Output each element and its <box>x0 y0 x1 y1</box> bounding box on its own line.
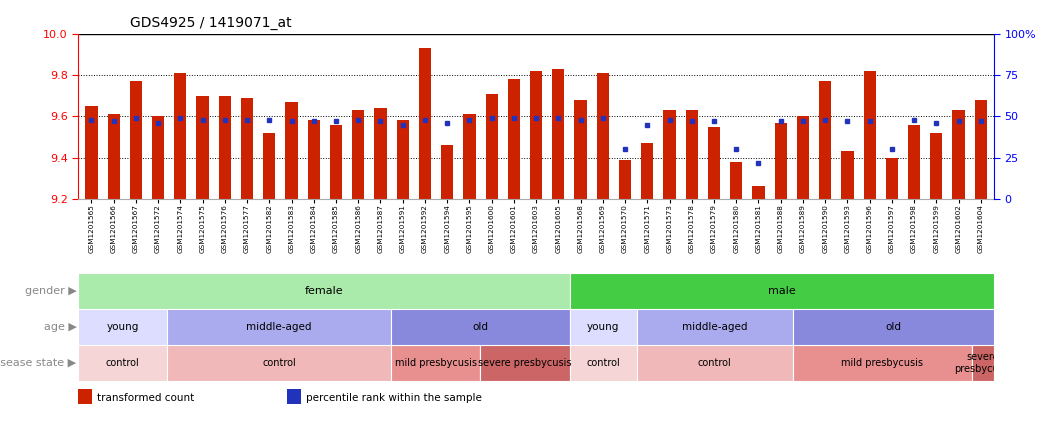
Bar <box>219 96 231 199</box>
Bar <box>864 71 875 199</box>
Text: disease state ▶: disease state ▶ <box>0 358 77 368</box>
Bar <box>569 309 637 345</box>
Text: male: male <box>768 286 795 296</box>
Bar <box>287 389 301 404</box>
Text: female: female <box>305 286 344 296</box>
Bar <box>819 81 832 199</box>
Bar <box>753 187 764 199</box>
Bar <box>619 159 631 199</box>
Bar <box>886 157 898 199</box>
Bar <box>352 110 364 199</box>
Bar <box>330 124 342 199</box>
Bar <box>637 309 793 345</box>
Text: severe presbycusis: severe presbycusis <box>478 358 572 368</box>
Text: GDS4925 / 1419071_at: GDS4925 / 1419071_at <box>130 16 291 30</box>
Bar <box>463 114 476 199</box>
Bar <box>530 71 542 199</box>
Bar <box>441 145 453 199</box>
Bar <box>418 48 431 199</box>
Bar <box>552 69 564 199</box>
Bar <box>390 345 480 381</box>
Text: control: control <box>697 358 732 368</box>
Bar <box>263 133 276 199</box>
Bar <box>730 162 742 199</box>
Bar <box>485 93 498 199</box>
Bar <box>168 309 390 345</box>
Bar <box>375 108 386 199</box>
Text: young: young <box>587 322 619 332</box>
Bar <box>641 143 654 199</box>
Bar <box>168 345 390 381</box>
Bar <box>480 345 569 381</box>
Bar <box>908 124 920 199</box>
Text: old: old <box>886 322 902 332</box>
Bar <box>85 106 98 199</box>
Bar <box>596 73 609 199</box>
Bar <box>78 389 92 404</box>
Bar <box>152 116 164 199</box>
Bar <box>663 110 676 199</box>
Bar <box>569 345 637 381</box>
Text: control: control <box>262 358 296 368</box>
Bar <box>974 100 987 199</box>
Bar <box>775 123 787 199</box>
Bar <box>637 345 793 381</box>
Bar <box>390 309 569 345</box>
Text: mild presbycusis: mild presbycusis <box>841 358 923 368</box>
Bar <box>708 126 720 199</box>
Bar <box>285 102 298 199</box>
Bar <box>953 110 965 199</box>
Text: mild presbycusis: mild presbycusis <box>395 358 477 368</box>
Bar <box>931 133 942 199</box>
Text: control: control <box>106 358 139 368</box>
Bar <box>308 121 320 199</box>
Bar <box>508 79 520 199</box>
Bar <box>569 273 994 309</box>
Bar <box>972 345 994 381</box>
Bar <box>686 110 697 199</box>
Bar <box>575 100 587 199</box>
Text: middle-aged: middle-aged <box>682 322 747 332</box>
Text: transformed count: transformed count <box>97 393 195 403</box>
Bar <box>107 114 120 199</box>
Bar <box>397 121 409 199</box>
Bar <box>240 98 253 199</box>
Bar <box>78 309 168 345</box>
Bar <box>793 345 972 381</box>
Text: percentile rank within the sample: percentile rank within the sample <box>306 393 482 403</box>
Bar <box>130 81 142 199</box>
Text: young: young <box>106 322 138 332</box>
Bar <box>174 73 186 199</box>
Bar <box>197 96 208 199</box>
Text: middle-aged: middle-aged <box>247 322 312 332</box>
Bar <box>796 116 809 199</box>
Bar <box>78 273 569 309</box>
Text: gender ▶: gender ▶ <box>25 286 77 296</box>
Bar <box>78 345 168 381</box>
Bar <box>793 309 994 345</box>
Bar <box>841 151 854 199</box>
Text: severe
presbycusis: severe presbycusis <box>955 352 1012 374</box>
Text: age ▶: age ▶ <box>44 322 77 332</box>
Text: old: old <box>473 322 488 332</box>
Text: control: control <box>586 358 620 368</box>
